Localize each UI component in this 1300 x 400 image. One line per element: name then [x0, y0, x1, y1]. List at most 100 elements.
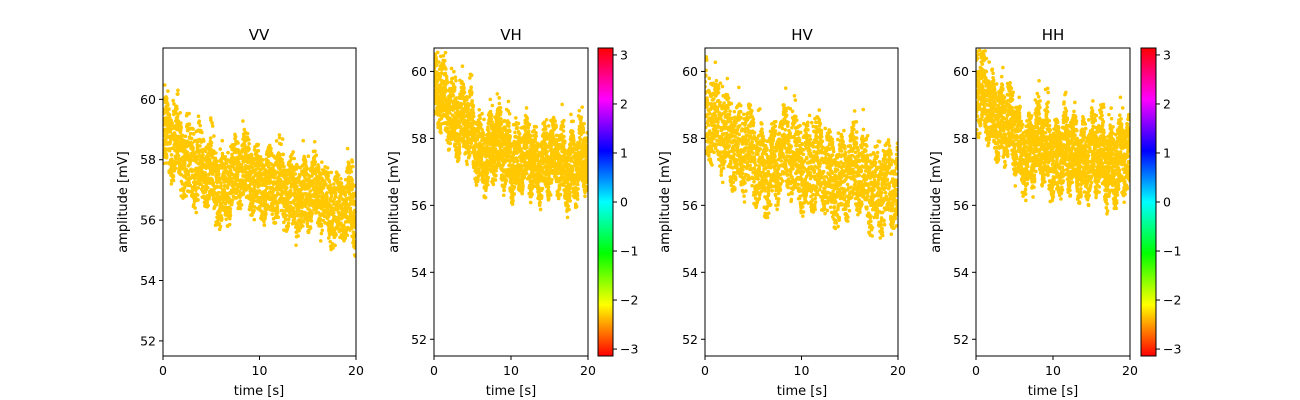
- scatter-point: [220, 217, 224, 221]
- scatter-point: [200, 130, 204, 135]
- scatter-point: [174, 104, 179, 109]
- scatter-point: [558, 192, 563, 197]
- scatter-point: [243, 151, 248, 156]
- scatter-point: [270, 212, 275, 217]
- scatter-point: [498, 112, 503, 117]
- scatter-point: [465, 162, 469, 167]
- scatter-point: [467, 76, 472, 80]
- scatter-point: [189, 136, 194, 141]
- scatter-point: [514, 181, 519, 186]
- y-axis-label: amplitude [mV]: [116, 151, 131, 253]
- scatter-point: [353, 202, 356, 207]
- scatter-point: [512, 159, 516, 164]
- scatter-point: [240, 165, 244, 170]
- scatter-point: [284, 217, 288, 222]
- scatter-point: [179, 126, 183, 130]
- scatter-point: [570, 129, 575, 134]
- scatter-point: [191, 127, 195, 131]
- scatter-point: [550, 177, 554, 182]
- scatter-point: [164, 96, 169, 101]
- scatter-point: [310, 211, 314, 216]
- scatter-point: [526, 125, 531, 130]
- scatter-point: [195, 143, 200, 147]
- scatter-point: [447, 111, 452, 115]
- scatter-point: [530, 174, 535, 178]
- scatter-point: [163, 143, 166, 147]
- scatter-point: [516, 121, 521, 126]
- scatter-point: [284, 186, 289, 190]
- scatter-point: [344, 209, 349, 214]
- scatter-point: [524, 106, 529, 110]
- scatter-point: [228, 207, 233, 211]
- scatter-point: [488, 97, 493, 102]
- scatter-point: [561, 167, 565, 172]
- scatter-point: [240, 182, 245, 187]
- scatter-point: [297, 177, 301, 181]
- scatter-point: [322, 214, 327, 219]
- scatter-point: [467, 149, 471, 154]
- scatter-point: [184, 167, 189, 172]
- scatter-point: [242, 142, 247, 147]
- x-axis: 0 10 20: [159, 356, 364, 378]
- scatter-point: [305, 166, 309, 171]
- scatter-point: [350, 160, 355, 164]
- scatter-point: [438, 74, 443, 79]
- scatter-point: [187, 122, 192, 127]
- scatter-point: [238, 206, 243, 211]
- scatter-point: [471, 108, 475, 112]
- scatter-point: [343, 236, 348, 240]
- scatter-point: [570, 166, 575, 170]
- scatter-point: [435, 63, 439, 68]
- scatter-point: [542, 121, 547, 126]
- scatter-point: [275, 204, 280, 209]
- scatter-point: [350, 182, 355, 186]
- scatter-point: [326, 173, 331, 178]
- scatter-point: [167, 148, 172, 153]
- scatter-point: [443, 50, 448, 55]
- scatter-point: [447, 147, 452, 151]
- scatter-point: [325, 194, 329, 199]
- scatter-point: [481, 132, 486, 137]
- scatter-point: [537, 203, 542, 207]
- scatter-point: [439, 130, 443, 135]
- scatter-point: [445, 126, 450, 131]
- scatter-point: [568, 183, 573, 188]
- scatter-point: [339, 176, 343, 181]
- scatter-point: [303, 160, 308, 164]
- scatter-point: [196, 198, 200, 202]
- scatter-point: [318, 239, 323, 243]
- scatter-point: [443, 87, 448, 92]
- scatter-point: [543, 127, 548, 131]
- scatter-point: [265, 185, 270, 190]
- scatter-point: [457, 145, 462, 149]
- scatter-point: [196, 185, 201, 190]
- scatter-point: [320, 191, 325, 195]
- scatter-point: [534, 134, 539, 138]
- scatter-point: [320, 228, 325, 233]
- scatter-point: [485, 179, 490, 183]
- scatter-point: [438, 127, 443, 132]
- scatter-point: [219, 181, 223, 186]
- scatter-point: [453, 85, 457, 90]
- scatter-point: [208, 136, 213, 140]
- scatter-point: [517, 144, 522, 148]
- scatter-point: [284, 213, 289, 218]
- scatter-point: [313, 199, 317, 203]
- scatter-point: [269, 146, 273, 151]
- scatter-point: [264, 212, 268, 216]
- scatter-point: [351, 164, 355, 169]
- scatter-point: [273, 221, 278, 225]
- scatter-point: [169, 118, 173, 123]
- scatter-point: [182, 164, 187, 169]
- scatter-point: [538, 163, 543, 167]
- scatter-point: [448, 141, 452, 146]
- scatter-point: [238, 199, 242, 203]
- scatter-point: [188, 131, 193, 136]
- scatter-point: [252, 208, 256, 213]
- scatter-point: [480, 138, 484, 143]
- scatter-point: [234, 196, 239, 200]
- scatter-point: [205, 185, 210, 190]
- scatter-point: [549, 144, 553, 148]
- scatter-point: [569, 112, 573, 117]
